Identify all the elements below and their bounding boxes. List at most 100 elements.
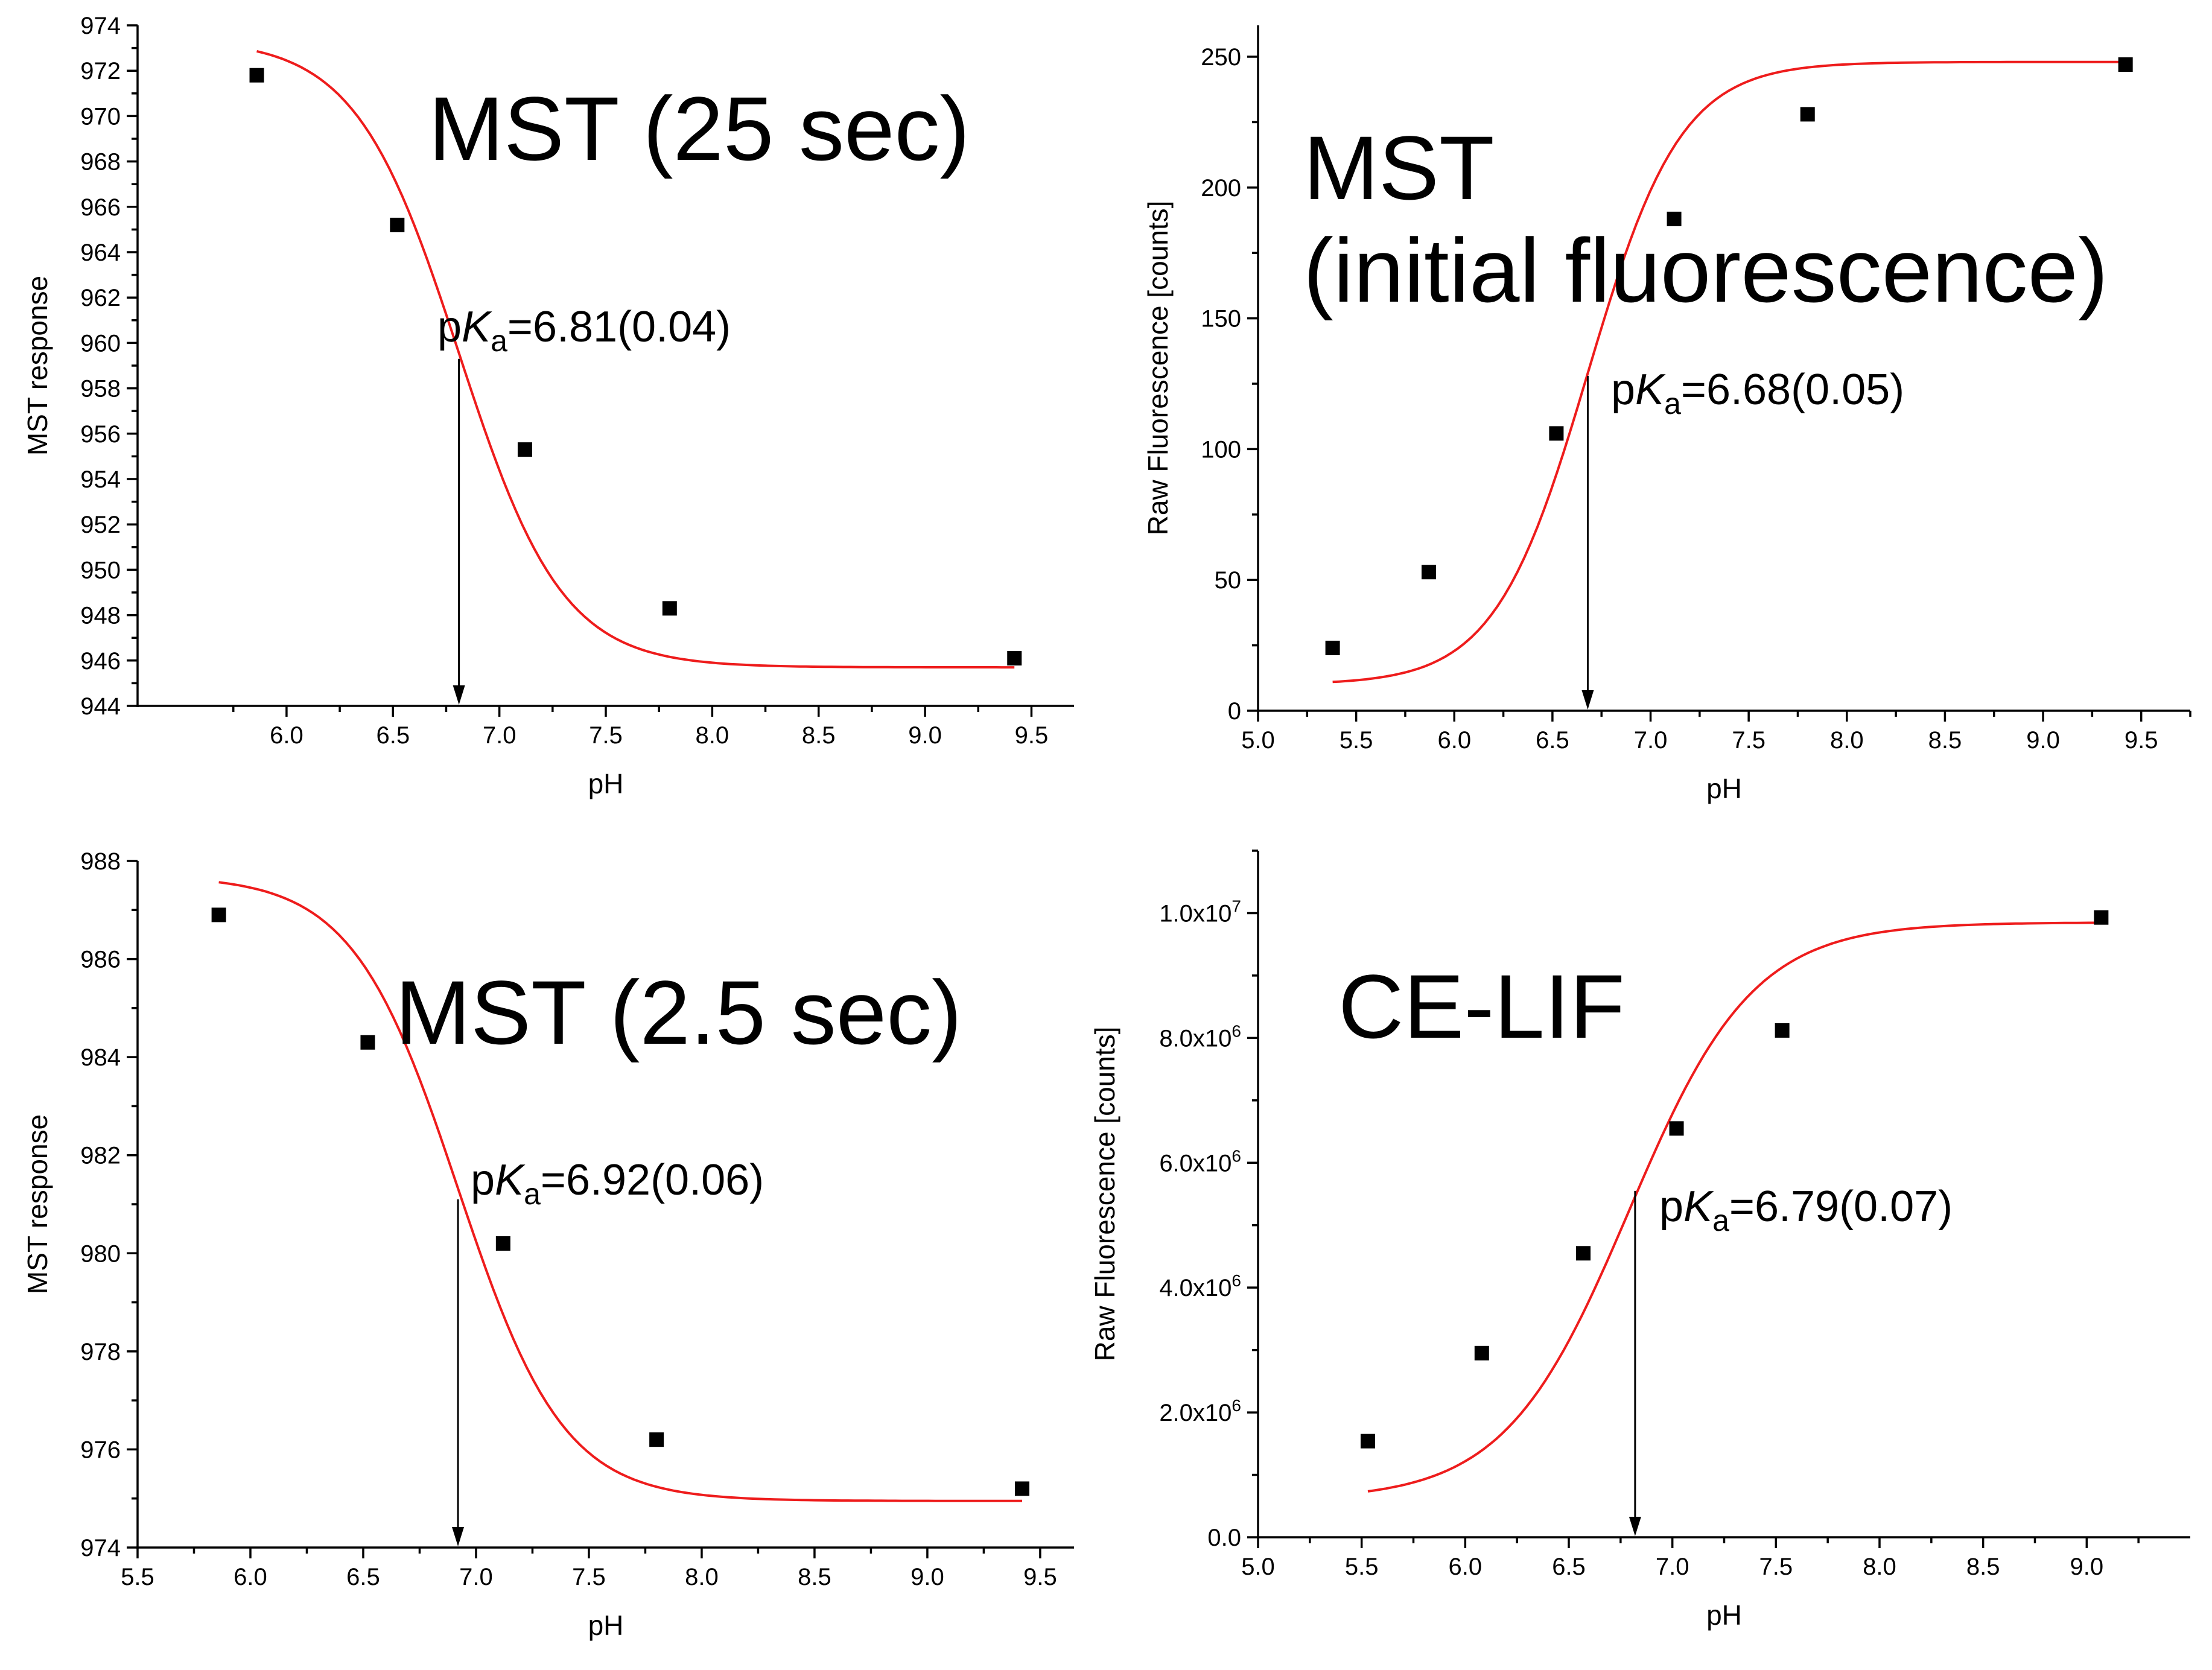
chart-title: MST (25 sec) [428, 78, 970, 179]
y-tick-label: 960 [80, 330, 121, 357]
data-point [249, 68, 264, 83]
y-tick-label: 976 [80, 1437, 121, 1463]
y-tick-label: 954 [80, 466, 121, 493]
pka-annotation: pKa=6.79(0.07) [1659, 1183, 1953, 1237]
y-tick-label: 966 [80, 194, 121, 221]
x-tick-label: 9.0 [2070, 1554, 2104, 1580]
x-tick-label: 9.0 [911, 1564, 944, 1590]
data-point [1775, 1023, 1790, 1038]
fit-curve [1367, 921, 2102, 1493]
x-tick-label: 6.5 [1536, 727, 1569, 754]
x-tick-label: 5.0 [1241, 727, 1275, 754]
x-tick-label: 7.0 [1634, 727, 1668, 754]
y-tick-label: 50 [1215, 567, 1242, 594]
x-tick-label: 8.5 [798, 1564, 831, 1590]
y-tick-label: 956 [80, 421, 121, 448]
y-tick-label: 972 [80, 58, 121, 84]
x-tick-label: 7.5 [572, 1564, 606, 1590]
y-tick-label: 946 [80, 648, 121, 675]
y-tick-label: 2.0x106 [1159, 1396, 1241, 1426]
y-axis-label: MST response [22, 276, 53, 456]
pka-annotation: pKa=6.81(0.04) [437, 303, 731, 358]
y-tick-label: 150 [1201, 306, 1241, 332]
x-tick-label: 8.5 [802, 722, 836, 749]
pka-arrow-head [1581, 690, 1594, 710]
y-tick-label: 988 [80, 848, 121, 875]
data-point [2094, 910, 2109, 925]
y-tick-label: 250 [1201, 44, 1241, 71]
y-tick-label: 968 [80, 149, 121, 176]
y-tick-label: 982 [80, 1143, 121, 1169]
x-tick-label: 8.0 [1830, 727, 1864, 754]
chart-title: MST [1303, 117, 1495, 218]
y-axis-label: Raw Fluorescence [counts] [1142, 201, 1174, 536]
y-tick-label: 8.0x106 [1159, 1021, 1241, 1052]
x-axis-label: pH [588, 768, 624, 799]
pka-annotation: pKa=6.92(0.06) [471, 1156, 764, 1211]
chart-title: (initial fluorescence) [1303, 220, 2108, 321]
data-point [517, 442, 532, 457]
data-point [1576, 1246, 1591, 1261]
x-tick-label: 8.5 [1928, 727, 1962, 754]
data-point [1007, 651, 1022, 666]
pka-arrow-head [453, 685, 465, 705]
x-tick-label: 7.0 [1656, 1554, 1689, 1580]
y-axis-label: Raw Fluorescence [counts] [1089, 1027, 1120, 1362]
panel-mst-25-sec: 6.0 6.5 7.0 7.5 8.0 8.5 9.0 9.5 944 946 948 950 952 9… [22, 13, 1074, 799]
x-tick-label: 7.5 [589, 722, 623, 749]
data-point [2118, 57, 2133, 72]
x-tick-label: 5.5 [121, 1564, 154, 1590]
data-point [1549, 426, 1564, 441]
data-point [211, 907, 226, 922]
data-point [495, 1236, 510, 1251]
y-tick-label: 944 [80, 693, 121, 720]
y-tick-label: 964 [80, 240, 121, 266]
y-tick-label: 0 [1228, 698, 1241, 725]
x-tick-label: 6.0 [234, 1564, 267, 1590]
x-tick-label: 9.5 [1015, 722, 1049, 749]
x-tick-label: 6.5 [346, 1564, 380, 1590]
y-tick-label: 948 [80, 603, 121, 629]
x-tick-label: 9.5 [2125, 727, 2158, 754]
x-axis-label: pH [1706, 773, 1742, 804]
x-tick-label: 6.0 [1449, 1554, 1483, 1580]
x-tick-label: 8.5 [1966, 1554, 2000, 1580]
y-tick-label: 6.0x106 [1159, 1146, 1241, 1176]
panel-mst-initial-fluorescence: 5.0 5.5 6.0 6.5 7.0 7.5 8.0 8.5 9.0 9.5 0 50 100 150 2… [1142, 25, 2191, 804]
panel-ce-lif: 5.0 5.5 6.0 6.5 7.0 7.5 8.0 8.5 9.0 0.0 2.0x106 4.0… [1089, 849, 2190, 1631]
data-point [1474, 1345, 1489, 1360]
data-point [1325, 640, 1340, 655]
fit-curve [256, 49, 1015, 669]
data-point [1669, 1121, 1684, 1136]
y-tick-label: 950 [80, 557, 121, 583]
data-point [1421, 565, 1436, 580]
y-axis-label: MST response [22, 1114, 53, 1294]
x-tick-label: 9.0 [2026, 727, 2060, 754]
pka-arrow-head [452, 1527, 465, 1546]
x-tick-label: 8.0 [1863, 1554, 1896, 1580]
y-tick-label: 200 [1201, 175, 1241, 202]
y-tick-label: 980 [80, 1240, 121, 1267]
y-tick-label: 962 [80, 285, 121, 311]
x-tick-label: 6.5 [376, 722, 410, 749]
data-point [662, 601, 677, 616]
data-point [1014, 1481, 1029, 1496]
data-point [390, 217, 405, 232]
x-tick-label: 5.0 [1241, 1554, 1275, 1580]
y-tick-label: 0.0 [1207, 1525, 1241, 1551]
y-tick-label: 1.0x107 [1159, 897, 1241, 927]
y-tick-label: 970 [80, 103, 121, 130]
fit-curve [1332, 60, 2126, 684]
x-axis-label: pH [1706, 1599, 1742, 1631]
x-tick-label: 9.0 [908, 722, 942, 749]
x-tick-label: 8.0 [685, 1564, 719, 1590]
x-axis-label: pH [588, 1610, 624, 1641]
y-tick-label: 958 [80, 376, 121, 402]
y-tick-label: 100 [1201, 436, 1241, 463]
data-point [1800, 107, 1815, 122]
x-tick-label: 8.0 [696, 722, 729, 749]
y-tick-label: 978 [80, 1339, 121, 1365]
y-tick-label: 984 [80, 1044, 121, 1071]
panel-mst-2-5-sec: 5.5 6.0 6.5 7.0 7.5 8.0 8.5 9.0 9.5 974 976 978 980 9… [22, 848, 1074, 1641]
